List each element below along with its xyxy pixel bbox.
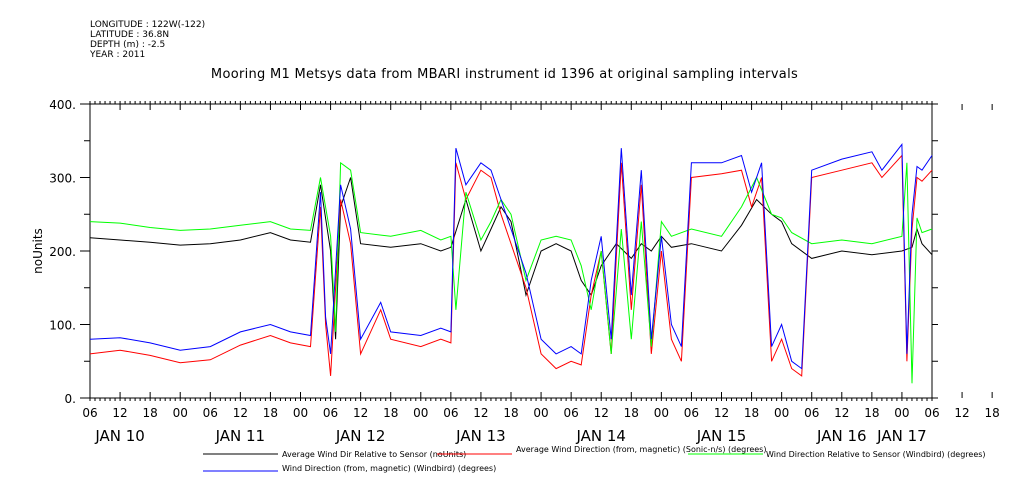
latitude-text: LATITUDE : 36.8N [90, 30, 170, 40]
x-tick-label: 06 [924, 406, 939, 420]
legend: Average Wind Dir Relative to Sensor (noU… [203, 445, 986, 473]
x-tick-label: 06 [82, 406, 97, 420]
x-tick-label: 12 [473, 406, 488, 420]
legend-label: Average Wind Direction (from, magnetic) … [516, 445, 766, 454]
y-tick-label: 300. [49, 172, 76, 186]
metadata-block: LONGITUDE : 122W(-122) LATITUDE : 36.8N … [90, 20, 205, 60]
x-tick-label: 00 [774, 406, 789, 420]
x-day-label: JAN 10 [94, 427, 145, 445]
x-tick-label: 18 [624, 406, 639, 420]
y-tick-label: 400. [49, 98, 76, 112]
x-day-label: JAN 12 [335, 427, 386, 445]
x-tick-label: 00 [533, 406, 548, 420]
x-tick-label: 00 [654, 406, 669, 420]
x-day-label: JAN 16 [816, 427, 867, 445]
x-tick-label: 12 [233, 406, 248, 420]
x-tick-label: 12 [714, 406, 729, 420]
x-tick-label: 06 [203, 406, 218, 420]
x-tick-label: 18 [383, 406, 398, 420]
plot-frame [89, 103, 933, 399]
legend-label: Wind Direction (from, magnetic) (Windbir… [282, 464, 496, 473]
x-day-label: JAN 14 [575, 427, 626, 445]
x-tick-label: 18 [263, 406, 278, 420]
axis-ticks [80, 101, 993, 401]
x-tick-label: 00 [894, 406, 909, 420]
chart-title: Mooring M1 Metsys data from MBARI instru… [210, 67, 799, 82]
series-line [89, 161, 933, 384]
x-tick-label: 12 [954, 406, 969, 420]
x-tick-label: 12 [353, 406, 368, 420]
y-axis-label: noUnits [31, 228, 45, 274]
x-tick-label: 06 [323, 406, 338, 420]
series-line [89, 177, 933, 340]
longitude-text: LONGITUDE : 122W(-122) [90, 20, 206, 30]
x-tick-label: 18 [864, 406, 879, 420]
x-tick-label: 00 [293, 406, 308, 420]
series-lines [89, 142, 933, 384]
x-day-label: JAN 17 [876, 427, 927, 445]
x-tick-label: 06 [684, 406, 699, 420]
legend-label: Average Wind Dir Relative to Sensor (noU… [282, 450, 466, 459]
x-tick-label: 12 [594, 406, 609, 420]
x-tick-label: 00 [413, 406, 428, 420]
x-day-label: JAN 15 [696, 427, 747, 445]
depth-text: DEPTH (m) : -2.5 [90, 40, 166, 50]
x-tick-label: 00 [173, 406, 188, 420]
x-tick-label: 18 [503, 406, 518, 420]
y-tick-label: 100. [49, 319, 76, 333]
legend-label: Wind Direction Relative to Sensor (Windb… [766, 450, 986, 459]
x-tick-label: 06 [804, 406, 819, 420]
axis-labels: 06 12 18 00 06 12 18 00 06 12 18 00 06 12 18 00 06 12 18 00… [49, 98, 1000, 445]
x-tick-label: 06 [564, 406, 579, 420]
x-day-label: JAN 11 [215, 427, 266, 445]
x-tick-label: 18 [985, 406, 1000, 420]
y-tick-label: 0. [65, 392, 76, 406]
x-day-label: JAN 13 [455, 427, 506, 445]
x-tick-label: 18 [744, 406, 759, 420]
year-text: YEAR : 2011 [90, 50, 146, 60]
x-tick-label: 18 [143, 406, 158, 420]
y-tick-label: 200. [49, 245, 76, 259]
series-line [89, 154, 933, 377]
x-tick-label: 06 [443, 406, 458, 420]
series-line [89, 142, 933, 370]
x-tick-label: 12 [834, 406, 849, 420]
x-tick-label: 12 [112, 406, 127, 420]
